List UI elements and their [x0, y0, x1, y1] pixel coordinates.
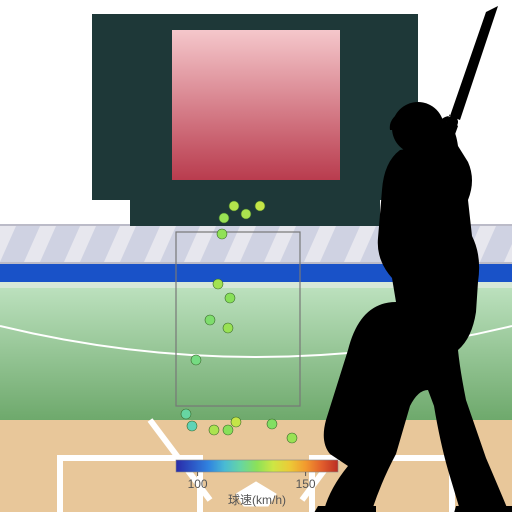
pitch-point — [209, 425, 219, 435]
pitch-point — [287, 433, 297, 443]
pitch-point — [267, 419, 277, 429]
pitch-point — [223, 323, 233, 333]
pitch-point — [219, 213, 229, 223]
pitch-point — [231, 417, 241, 427]
pitch-point — [187, 421, 197, 431]
pitch-point — [205, 315, 215, 325]
pitch-location-chart: 100 150 球速(km/h) — [0, 0, 512, 512]
pitch-point — [191, 355, 201, 365]
pitch-point — [181, 409, 191, 419]
legend-tick: 150 — [296, 477, 316, 491]
pitch-point — [223, 425, 233, 435]
pitch-point — [241, 209, 251, 219]
pitch-point — [213, 279, 223, 289]
pitch-point — [229, 201, 239, 211]
scoreboard — [92, 14, 418, 226]
pitch-point — [217, 229, 227, 239]
pitch-point — [255, 201, 265, 211]
pitch-point — [225, 293, 235, 303]
legend-title: 球速(km/h) — [228, 493, 286, 507]
legend-tick: 100 — [188, 477, 208, 491]
